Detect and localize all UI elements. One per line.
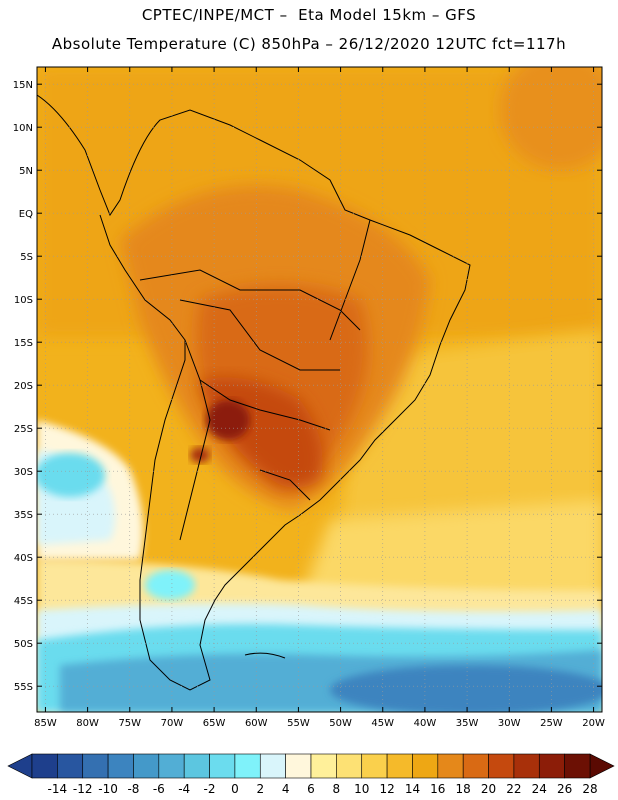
lon-label: 25W: [540, 718, 563, 729]
longitude-labels: 85W 80W 75W 70W 65W 60W 55W 50W 45W 40W 35W 30W 25W 2…: [34, 718, 605, 729]
lat-label: 40S: [14, 553, 33, 564]
colorbar-swatch: [412, 753, 439, 779]
lat-label: 35S: [14, 510, 33, 521]
colorbar-max-arrow: [589, 753, 615, 779]
colorbar-swatch: [183, 753, 210, 779]
lat-label: 50S: [14, 639, 33, 650]
lat-label: 30S: [14, 467, 33, 478]
colorbar-label: -10: [98, 782, 118, 796]
lat-label: 5N: [19, 166, 33, 177]
lon-label: 75W: [118, 718, 141, 729]
lon-label: 30W: [498, 718, 521, 729]
title-line-2: Absolute Temperature (C) 850hPa – 26/12/…: [51, 35, 567, 53]
axis-ticks: [37, 67, 602, 712]
colorbar-swatch: [336, 753, 363, 779]
colorbar-label: 26: [557, 782, 572, 796]
colorbar-swatch: [107, 753, 134, 779]
lon-label: 70W: [161, 718, 184, 729]
colorbar-swatch: [310, 753, 337, 779]
lon-label: 40W: [414, 718, 437, 729]
colorbar-label: -2: [204, 782, 216, 796]
colorbar-label: 14: [405, 782, 420, 796]
lon-label: 20W: [582, 718, 605, 729]
colorbar-label: -4: [178, 782, 190, 796]
colorbar-label: 22: [506, 782, 521, 796]
lat-label: 5S: [20, 252, 33, 263]
colorbar-swatch: [158, 753, 185, 779]
lat-label: 15S: [14, 338, 33, 349]
latitude-labels: 15N 10N 5N EQ 5S 10S 15S 20S 25S 30S 35S 40S 45S 50S 5…: [13, 80, 33, 693]
lat-label: 10N: [13, 123, 33, 134]
colorbar-swatch: [564, 753, 591, 779]
colorbar-swatch: [133, 753, 160, 779]
coastlines: [37, 94, 471, 691]
lat-label: 10S: [14, 295, 33, 306]
colorbar-swatch: [437, 753, 464, 779]
colorbar-label: 16: [430, 782, 445, 796]
lat-label: 20S: [14, 381, 33, 392]
colorbar-swatch: [361, 753, 388, 779]
colorbar-min-arrow: [7, 753, 33, 779]
lon-label: 60W: [245, 718, 268, 729]
colorbar-label: -14: [48, 782, 68, 796]
lat-label: EQ: [19, 209, 33, 220]
colorbar: -14 -12 -10 -8 -6 -4 -2 0 2 4 6 8 10 12 14 16 18 20 22 24 26…: [7, 753, 615, 796]
temperature-map: 15N 10N 5N EQ 5S 10S 15S 20S 25S 30S 35S 40S 45S 50S 5…: [13, 66, 605, 729]
colorbar-label: 8: [333, 782, 341, 796]
colorbar-label: 6: [307, 782, 315, 796]
colorbar-swatch: [31, 753, 58, 779]
lon-label: 80W: [76, 718, 99, 729]
colorbar-swatch: [513, 753, 540, 779]
colorbar-swatch: [488, 753, 515, 779]
title-line-1: CPTEC/INPE/MCT – Eta Model 15km – GFS: [141, 6, 477, 24]
lat-label: 55S: [14, 682, 33, 693]
lon-label: 45W: [371, 718, 394, 729]
lon-label: 85W: [34, 718, 57, 729]
lon-label: 50W: [329, 718, 352, 729]
lat-label: 25S: [14, 424, 33, 435]
lat-label: 45S: [14, 596, 33, 607]
map-frame: [36, 66, 603, 713]
colorbar-label: -6: [153, 782, 165, 796]
colorbar-label: 4: [282, 782, 290, 796]
colorbar-label: 28: [582, 782, 597, 796]
lon-label: 55W: [287, 718, 310, 729]
colorbar-swatch: [234, 753, 261, 779]
colorbar-label: 24: [532, 782, 547, 796]
colorbar-swatch: [462, 753, 489, 779]
colorbar-label: 12: [379, 782, 394, 796]
colorbar-swatch: [57, 753, 84, 779]
lon-label: 65W: [203, 718, 226, 729]
colorbar-label: -12: [73, 782, 93, 796]
colorbar-swatch: [209, 753, 236, 779]
colorbar-swatch: [538, 753, 565, 779]
colorbar-label: 18: [456, 782, 471, 796]
colorbar-swatch: [285, 753, 312, 779]
temperature-field: [37, 67, 602, 712]
lon-label: 35W: [456, 718, 479, 729]
colorbar-label: 10: [354, 782, 369, 796]
colorbar-swatch: [82, 753, 109, 779]
colorbar-swatch: [386, 753, 413, 779]
colorbar-label: 0: [231, 782, 239, 796]
colorbar-label: 2: [256, 782, 264, 796]
colorbar-swatch: [259, 753, 286, 779]
colorbar-label: 20: [481, 782, 496, 796]
lat-label: 15N: [13, 80, 33, 91]
colorbar-label: -8: [127, 782, 139, 796]
